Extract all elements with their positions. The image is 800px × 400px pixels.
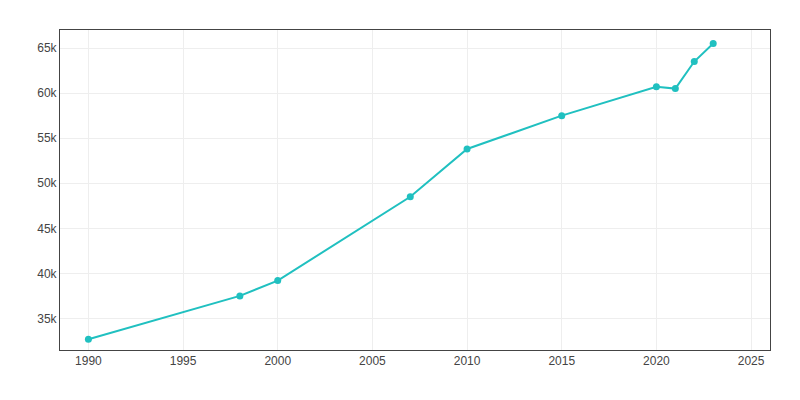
svg-text:2000: 2000 xyxy=(264,354,291,368)
svg-text:35k: 35k xyxy=(37,312,57,326)
svg-text:2005: 2005 xyxy=(359,354,386,368)
svg-text:2025: 2025 xyxy=(738,354,765,368)
svg-text:2015: 2015 xyxy=(548,354,575,368)
svg-text:50k: 50k xyxy=(37,176,57,190)
svg-text:2010: 2010 xyxy=(454,354,481,368)
svg-text:1990: 1990 xyxy=(75,354,102,368)
svg-text:60k: 60k xyxy=(37,86,57,100)
svg-text:45k: 45k xyxy=(37,222,57,236)
svg-text:65k: 65k xyxy=(37,41,57,55)
svg-text:40k: 40k xyxy=(37,267,57,281)
svg-text:1995: 1995 xyxy=(170,354,197,368)
svg-text:2020: 2020 xyxy=(643,354,670,368)
svg-text:55k: 55k xyxy=(37,131,57,145)
